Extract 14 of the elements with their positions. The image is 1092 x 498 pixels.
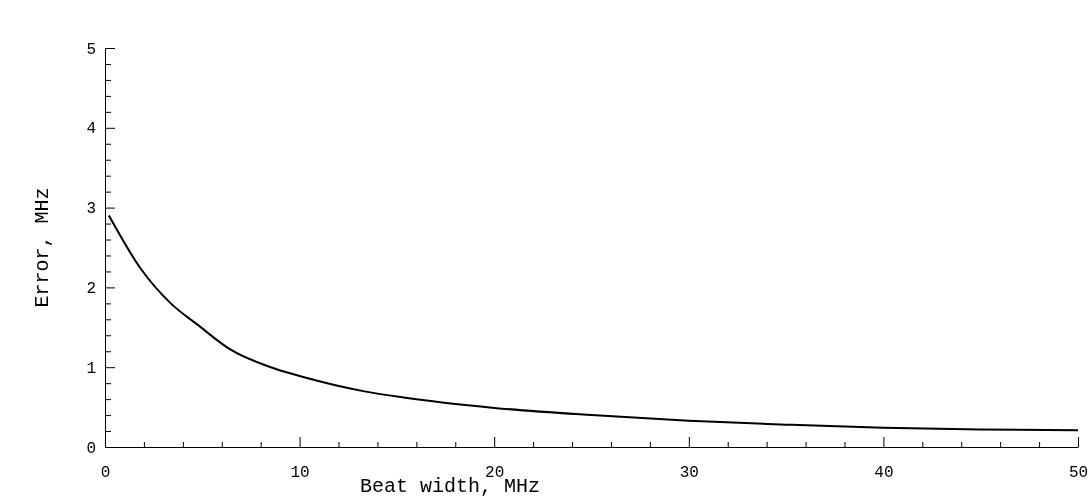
x-tick-label: 10 bbox=[290, 463, 310, 482]
x-tick-label: 0 bbox=[100, 463, 111, 482]
y-tick-label: 4 bbox=[86, 120, 96, 139]
x-tick-label: 20 bbox=[485, 463, 505, 482]
y-axis-title: Error, MHz bbox=[31, 187, 54, 308]
x-tick-label: 50 bbox=[1068, 463, 1089, 482]
y-tick-label: 5 bbox=[86, 40, 96, 59]
y-tick-label: 3 bbox=[86, 200, 96, 219]
x-tick-label: 30 bbox=[679, 463, 699, 482]
x-tick-label: 40 bbox=[874, 463, 894, 482]
line-series bbox=[107, 214, 1079, 432]
y-tick-label: 0 bbox=[86, 439, 96, 458]
y-tick-label: 2 bbox=[86, 280, 96, 299]
y-tick-label: 1 bbox=[86, 359, 96, 378]
